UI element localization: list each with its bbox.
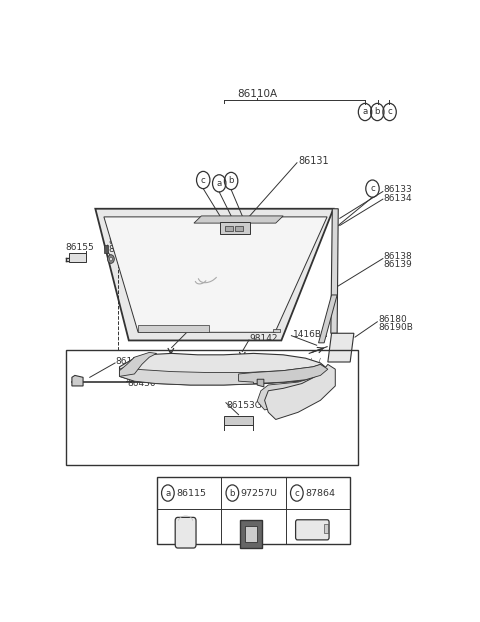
Polygon shape <box>104 217 327 332</box>
Text: 1416BA: 1416BA <box>292 330 328 339</box>
Text: b: b <box>229 488 235 498</box>
Polygon shape <box>72 376 83 386</box>
Circle shape <box>109 257 112 261</box>
Polygon shape <box>120 353 328 385</box>
Text: 86153G: 86153G <box>227 401 263 410</box>
Text: 86156: 86156 <box>108 246 137 254</box>
Polygon shape <box>264 364 335 419</box>
Text: 86133: 86133 <box>384 185 412 194</box>
FancyBboxPatch shape <box>104 244 108 253</box>
Text: 86139: 86139 <box>384 260 412 269</box>
Polygon shape <box>239 364 328 384</box>
FancyBboxPatch shape <box>324 524 327 533</box>
Text: 86134: 86134 <box>384 193 412 203</box>
FancyBboxPatch shape <box>175 518 196 548</box>
Polygon shape <box>328 333 354 362</box>
Polygon shape <box>138 325 209 332</box>
Text: 86180: 86180 <box>378 315 407 324</box>
Text: c: c <box>370 184 375 193</box>
Circle shape <box>108 255 114 263</box>
Text: c: c <box>201 175 205 185</box>
Polygon shape <box>257 369 328 410</box>
Text: 87864: 87864 <box>305 488 335 498</box>
Text: b: b <box>228 177 234 185</box>
Polygon shape <box>224 415 253 425</box>
Text: a: a <box>165 488 170 498</box>
Text: 86155: 86155 <box>66 243 95 251</box>
FancyBboxPatch shape <box>296 520 329 540</box>
FancyBboxPatch shape <box>244 526 257 542</box>
Polygon shape <box>220 222 250 234</box>
Text: 98142: 98142 <box>250 333 278 343</box>
FancyBboxPatch shape <box>225 226 233 231</box>
Polygon shape <box>96 209 334 340</box>
Text: 97257U: 97257U <box>240 488 277 498</box>
Text: a: a <box>216 179 222 188</box>
FancyBboxPatch shape <box>240 520 262 547</box>
Polygon shape <box>120 364 328 385</box>
Text: 86110A: 86110A <box>237 89 277 99</box>
Text: c: c <box>387 108 392 116</box>
Text: 86138: 86138 <box>384 252 412 261</box>
Text: 86153H: 86153H <box>116 356 151 366</box>
Text: 86157A: 86157A <box>108 237 143 246</box>
Text: 86115: 86115 <box>176 488 206 498</box>
FancyBboxPatch shape <box>235 226 243 231</box>
Polygon shape <box>257 379 264 387</box>
Text: 86430: 86430 <box>127 379 156 388</box>
Text: 86150A: 86150A <box>151 246 186 254</box>
Polygon shape <box>331 209 338 333</box>
Polygon shape <box>273 330 280 332</box>
Text: a: a <box>362 108 368 116</box>
Polygon shape <box>319 295 337 343</box>
Text: b: b <box>374 108 380 116</box>
Text: 98142: 98142 <box>190 324 218 333</box>
FancyBboxPatch shape <box>69 253 85 262</box>
Polygon shape <box>120 353 156 376</box>
Text: c: c <box>294 488 299 498</box>
Text: 86190B: 86190B <box>378 323 413 332</box>
Polygon shape <box>194 216 283 223</box>
Text: 86131: 86131 <box>298 156 329 166</box>
